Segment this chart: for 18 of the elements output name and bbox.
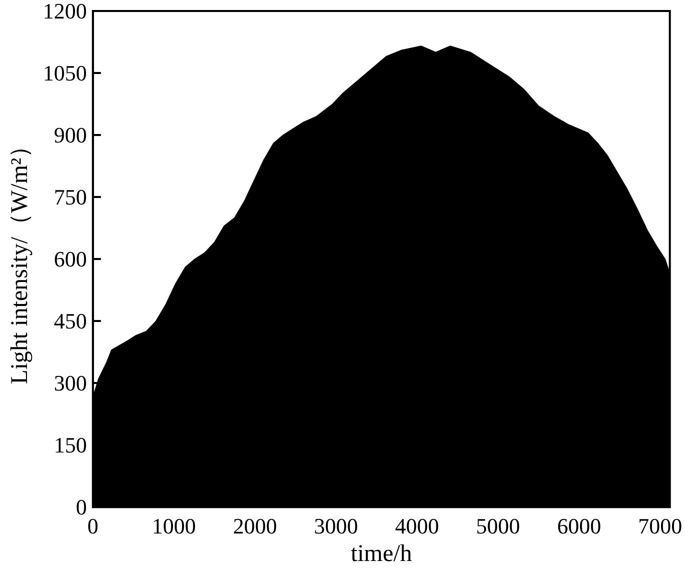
y-tick-label: 300 <box>54 370 87 396</box>
x-axis-title: time/h <box>350 541 412 567</box>
x-tick-label: 5000 <box>476 514 520 539</box>
y-axis-title: Light intensity/（W/m²） <box>7 134 33 384</box>
x-tick-label: 3000 <box>314 514 358 539</box>
y-tick-label: 750 <box>54 184 87 210</box>
y-tick-label: 150 <box>54 432 87 458</box>
y-tick-label: 1050 <box>42 60 87 86</box>
x-tick-label: 6000 <box>557 514 602 539</box>
x-tick-label: 2000 <box>232 514 277 539</box>
y-tick-label: 600 <box>54 246 87 272</box>
y-tick-label: 0 <box>76 494 87 520</box>
x-tick-label: 4000 <box>395 514 440 539</box>
x-tick-label: 1000 <box>152 514 196 539</box>
x-tick-label: 7000 <box>638 514 682 539</box>
y-tick-label: 1200 <box>42 0 87 24</box>
y-tick-label: 900 <box>54 122 87 148</box>
y-tick-label: 450 <box>54 308 87 334</box>
